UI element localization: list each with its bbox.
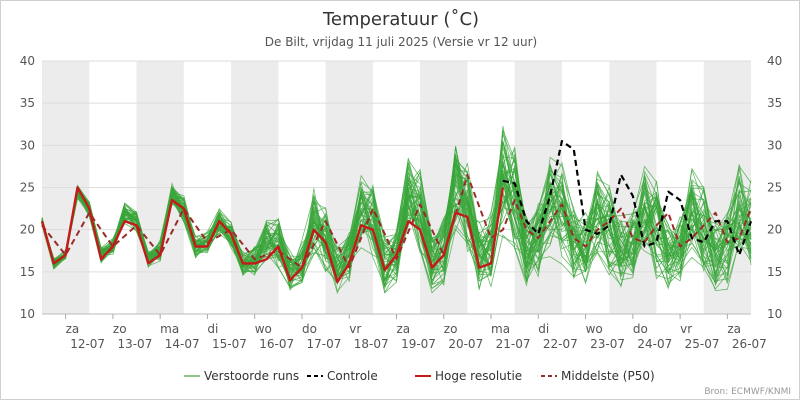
x-tick-date: 26-07 bbox=[732, 337, 767, 351]
control-series-line bbox=[502, 140, 753, 257]
x-tick-date: 18-07 bbox=[354, 337, 389, 351]
x-tick-date: 25-07 bbox=[685, 337, 720, 351]
y-tick-right: 30 bbox=[767, 138, 782, 152]
hires-series-line bbox=[40, 186, 505, 284]
y-tick-left: 30 bbox=[20, 138, 35, 152]
x-tick-weekday: ma bbox=[491, 322, 510, 336]
median-series-line bbox=[41, 173, 752, 269]
x-tick-weekday: wo bbox=[586, 322, 603, 336]
chart-title: Temperatuur (˚C) bbox=[322, 9, 479, 30]
x-tick-weekday: za bbox=[727, 322, 741, 336]
legend: Verstoorde runs Controle Hoge resolutie Mid… bbox=[184, 369, 655, 383]
x-tick-date: 16-07 bbox=[259, 337, 294, 351]
x-tick-date: 12-07 bbox=[70, 337, 105, 351]
x-tick-date: 22-07 bbox=[543, 337, 578, 351]
x-tick-weekday: di bbox=[207, 322, 218, 336]
x-tick-date: 23-07 bbox=[590, 337, 625, 351]
ensemble-member-line bbox=[41, 178, 752, 294]
y-tick-left: 35 bbox=[20, 96, 35, 110]
x-tick-date: 24-07 bbox=[637, 337, 672, 351]
y-axis-left: 10 15 20 25 30 35 40 bbox=[20, 54, 35, 321]
y-tick-left: 25 bbox=[20, 181, 35, 195]
x-tick-date: 14-07 bbox=[165, 337, 200, 351]
x-tick-date: 13-07 bbox=[117, 337, 152, 351]
legend-label-hires: Hoge resolutie bbox=[435, 369, 522, 383]
y-tick-right: 10 bbox=[767, 307, 782, 321]
y-tick-right: 20 bbox=[767, 223, 782, 237]
main-lines bbox=[40, 140, 753, 284]
x-tick-weekday: vr bbox=[680, 322, 692, 336]
x-tick-weekday: za bbox=[397, 322, 411, 336]
y-tick-right: 35 bbox=[767, 96, 782, 110]
x-tick-weekday: ma bbox=[160, 322, 179, 336]
x-axis: za12-07zo13-07ma14-07di15-07wo16-07do17-… bbox=[65, 314, 767, 351]
chart-subtitle: De Bilt, vrijdag 11 juli 2025 (Versie vr… bbox=[265, 35, 537, 49]
x-tick-weekday: vr bbox=[349, 322, 361, 336]
y-axis-right: 10 15 20 25 30 35 40 bbox=[767, 54, 782, 321]
y-tick-right: 40 bbox=[767, 54, 782, 68]
x-tick-weekday: di bbox=[538, 322, 549, 336]
x-tick-weekday: do bbox=[302, 322, 317, 336]
y-tick-left: 10 bbox=[20, 307, 35, 321]
x-tick-weekday: zo bbox=[113, 322, 127, 336]
x-tick-weekday: do bbox=[633, 322, 648, 336]
x-tick-date: 17-07 bbox=[307, 337, 342, 351]
x-tick-date: 20-07 bbox=[448, 337, 483, 351]
x-tick-date: 21-07 bbox=[496, 337, 531, 351]
x-tick-date: 15-07 bbox=[212, 337, 247, 351]
legend-label-median: Middelste (P50) bbox=[561, 369, 655, 383]
x-tick-weekday: wo bbox=[255, 322, 272, 336]
y-tick-right: 25 bbox=[767, 181, 782, 195]
source-text: Bron: ECMWF/KNMI bbox=[704, 387, 791, 397]
y-tick-left: 40 bbox=[20, 54, 35, 68]
x-tick-weekday: zo bbox=[444, 322, 458, 336]
y-tick-left: 15 bbox=[20, 265, 35, 279]
x-tick-date: 19-07 bbox=[401, 337, 436, 351]
legend-label-ensemble: Verstoorde runs bbox=[204, 369, 299, 383]
legend-label-control: Controle bbox=[327, 369, 378, 383]
x-tick-weekday: za bbox=[66, 322, 80, 336]
y-tick-right: 15 bbox=[767, 265, 782, 279]
y-tick-left: 20 bbox=[20, 223, 35, 237]
